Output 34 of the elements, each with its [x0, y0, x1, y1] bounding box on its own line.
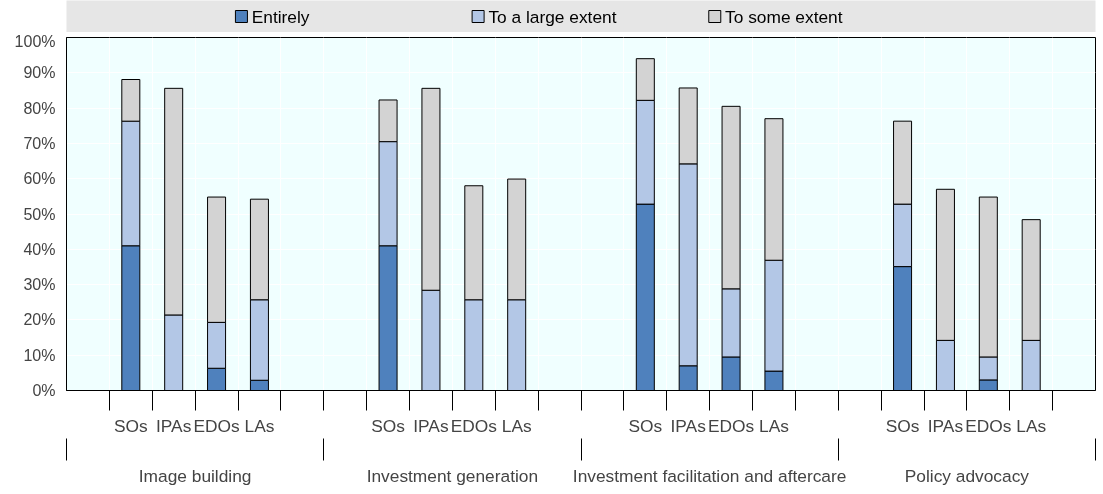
x-tick-label: LAs: [501, 415, 532, 436]
legend-label: To a large extent: [488, 6, 617, 27]
legend-label: To some extent: [725, 6, 843, 27]
y-tick-label: 20%: [23, 311, 56, 329]
x-tick-label: IPAs: [413, 415, 449, 436]
x-tick-label: EDOs: [965, 415, 1012, 436]
y-tick-label: 30%: [23, 276, 56, 294]
legend-label: Entirely: [251, 6, 310, 27]
x-tick-label: IPAs: [927, 415, 964, 436]
x-tick-label: SOs: [371, 415, 406, 436]
y-tick-label: 90%: [23, 64, 56, 82]
x-tick-label: SOs: [885, 415, 920, 436]
y-tick-label: 0%: [32, 382, 56, 399]
x-tick-label: SOs: [113, 415, 148, 436]
y-tick-label: 40%: [23, 240, 56, 258]
y-tick-label: 50%: [23, 205, 56, 223]
y-tick-label: 80%: [23, 99, 56, 117]
x-tick-label: LAs: [1016, 415, 1047, 436]
x-tick-label: EDOs: [193, 415, 241, 436]
x-tick-label: EDOs: [707, 415, 755, 436]
y-tick-label: 10%: [23, 346, 56, 364]
y-tick-label: 100%: [14, 32, 56, 50]
x-tick-label: LAs: [244, 415, 275, 436]
y-tick-label: 60%: [23, 170, 56, 188]
x-tick-label: LAs: [759, 415, 790, 436]
y-tick-label: 70%: [23, 134, 56, 152]
x-tick-label: SOs: [628, 415, 663, 436]
text: Investment generation: [366, 465, 539, 486]
text: Policy advocacy: [904, 465, 1030, 486]
x-tick-label: EDOs: [450, 415, 498, 436]
text: Image building: [138, 465, 252, 486]
x-tick-label: IPAs: [670, 415, 707, 436]
text: Investment facilitation and aftercare: [572, 465, 847, 486]
x-tick-label: IPAs: [156, 415, 192, 436]
